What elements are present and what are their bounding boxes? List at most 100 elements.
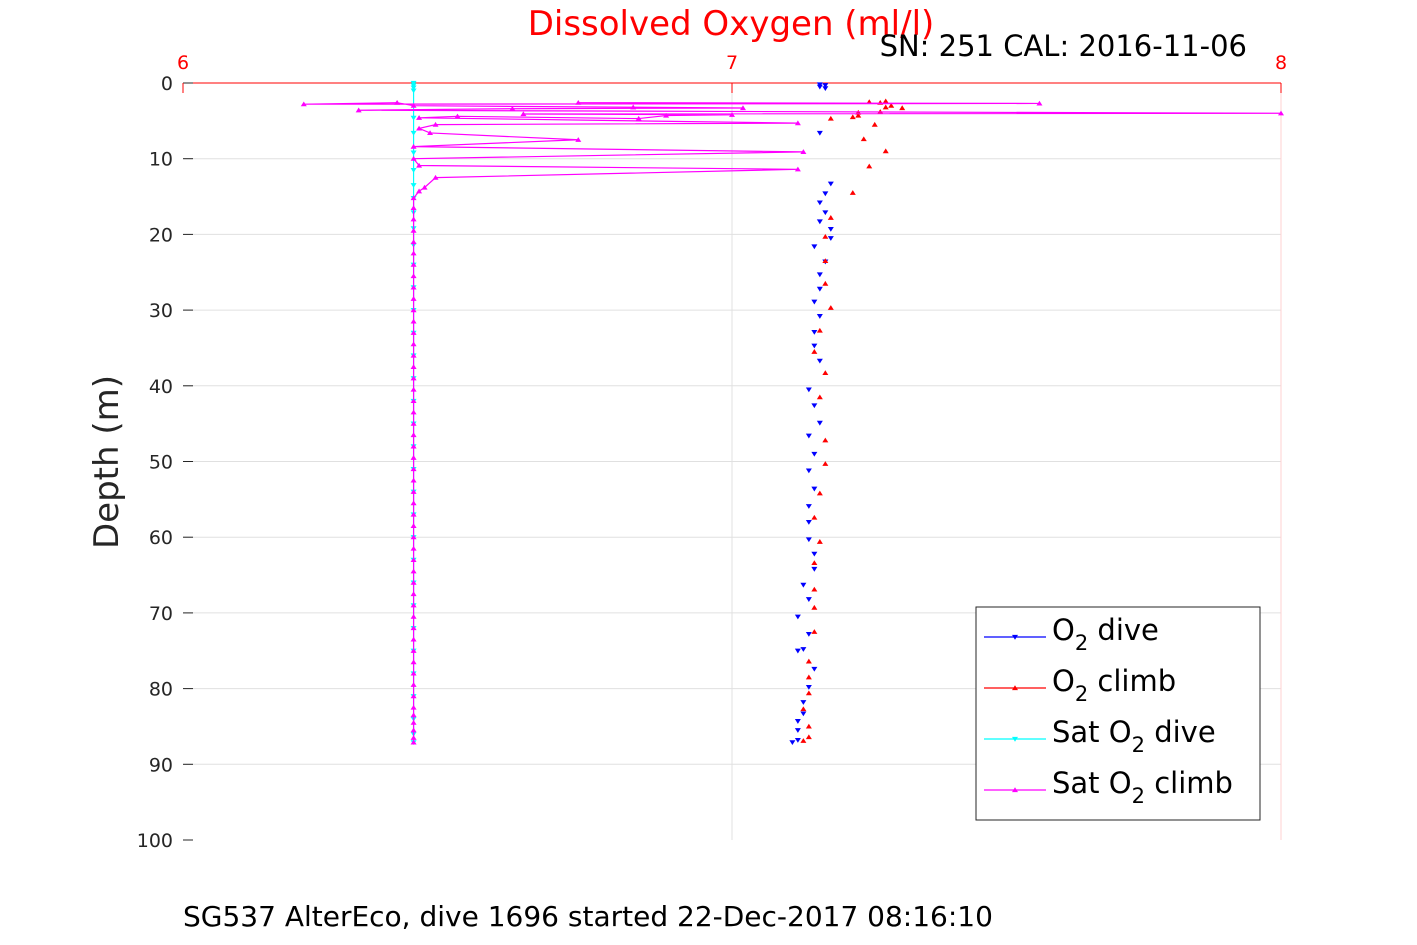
data-point bbox=[811, 514, 818, 520]
data-point bbox=[410, 719, 417, 725]
data-point bbox=[410, 466, 417, 472]
data-point bbox=[410, 712, 417, 718]
legend: O2 dive O2 climb Sat O2 dive Sat O2 climb bbox=[975, 606, 1261, 821]
data-point bbox=[849, 114, 856, 120]
data-point bbox=[811, 551, 818, 557]
data-point bbox=[816, 84, 823, 90]
data-point bbox=[827, 305, 834, 310]
data-point bbox=[811, 343, 818, 349]
data-point bbox=[410, 409, 417, 415]
data-point bbox=[410, 602, 417, 608]
data-point bbox=[811, 629, 818, 634]
data-point bbox=[805, 504, 812, 509]
data-point bbox=[410, 693, 417, 699]
data-point bbox=[827, 181, 834, 187]
data-point bbox=[410, 727, 417, 733]
chart-title: Dissolved Oxygen (ml/l) bbox=[528, 4, 935, 44]
data-point bbox=[410, 511, 417, 517]
legend-box bbox=[975, 606, 1261, 821]
data-point bbox=[794, 120, 801, 126]
data-point bbox=[822, 191, 829, 197]
data-point bbox=[416, 162, 423, 168]
data-point bbox=[827, 115, 834, 121]
data-point bbox=[822, 233, 829, 239]
data-point bbox=[410, 318, 417, 324]
data-point bbox=[410, 130, 417, 136]
y-tick-label: 90 bbox=[149, 754, 173, 776]
data-point bbox=[410, 330, 417, 335]
data-point bbox=[805, 723, 812, 729]
data-point bbox=[800, 582, 807, 588]
data-point bbox=[860, 136, 867, 142]
y-tick-label: 60 bbox=[149, 527, 173, 549]
data-point bbox=[410, 545, 417, 551]
data-point bbox=[410, 477, 417, 483]
data-point bbox=[410, 455, 417, 460]
y-tick-label: 30 bbox=[149, 300, 173, 322]
data-point bbox=[816, 490, 823, 496]
data-point bbox=[816, 272, 823, 278]
data-point bbox=[816, 200, 823, 206]
data-point bbox=[816, 219, 823, 225]
data-point bbox=[811, 566, 818, 572]
data-point bbox=[816, 358, 823, 364]
data-point bbox=[800, 706, 807, 712]
data-point bbox=[816, 130, 823, 136]
data-point bbox=[849, 190, 856, 195]
data-point bbox=[822, 210, 829, 216]
data-point bbox=[899, 105, 906, 111]
data-point bbox=[805, 537, 812, 543]
y-tick-label: 100 bbox=[137, 830, 173, 852]
data-point bbox=[410, 341, 417, 347]
data-point bbox=[794, 719, 801, 724]
data-point bbox=[811, 560, 818, 566]
data-point bbox=[1278, 110, 1284, 116]
data-point bbox=[866, 163, 873, 169]
data-point bbox=[410, 296, 417, 301]
data-point bbox=[739, 105, 746, 111]
data-point bbox=[410, 195, 417, 201]
data-point bbox=[827, 236, 834, 241]
data-point bbox=[410, 167, 417, 173]
y-tick-label: 70 bbox=[149, 603, 173, 625]
data-point bbox=[410, 227, 417, 233]
data-point bbox=[811, 244, 818, 250]
data-point bbox=[816, 286, 823, 292]
data-point bbox=[410, 143, 417, 149]
data-point bbox=[410, 704, 417, 710]
data-point bbox=[805, 433, 812, 439]
data-point bbox=[789, 740, 796, 746]
data-point bbox=[811, 604, 818, 610]
data-point bbox=[635, 115, 642, 121]
data-point bbox=[410, 115, 417, 121]
data-point bbox=[410, 557, 417, 563]
data-point bbox=[822, 437, 829, 443]
data-point bbox=[410, 500, 417, 506]
data-point bbox=[794, 614, 801, 620]
y-tick-label: 0 bbox=[161, 73, 173, 95]
data-point bbox=[822, 83, 829, 88]
data-point bbox=[811, 586, 818, 592]
data-point bbox=[805, 684, 812, 690]
data-point bbox=[410, 432, 417, 438]
data-point bbox=[805, 387, 812, 393]
data-point bbox=[416, 188, 423, 194]
data-point bbox=[432, 174, 439, 180]
data-point bbox=[421, 184, 428, 190]
legend-marker bbox=[1012, 634, 1018, 640]
data-point bbox=[410, 568, 417, 574]
data-point bbox=[816, 420, 823, 426]
y-axis-label: Depth (m) bbox=[87, 375, 127, 549]
data-point bbox=[575, 137, 582, 142]
data-point bbox=[822, 280, 829, 286]
data-point bbox=[729, 112, 735, 117]
data-point bbox=[410, 156, 417, 161]
data-point bbox=[855, 112, 862, 118]
data-point bbox=[811, 403, 818, 409]
data-point bbox=[410, 735, 417, 740]
data-point bbox=[410, 150, 417, 156]
data-point bbox=[800, 647, 807, 652]
data-point bbox=[811, 349, 818, 354]
data-point bbox=[410, 103, 417, 108]
data-point bbox=[454, 113, 461, 119]
